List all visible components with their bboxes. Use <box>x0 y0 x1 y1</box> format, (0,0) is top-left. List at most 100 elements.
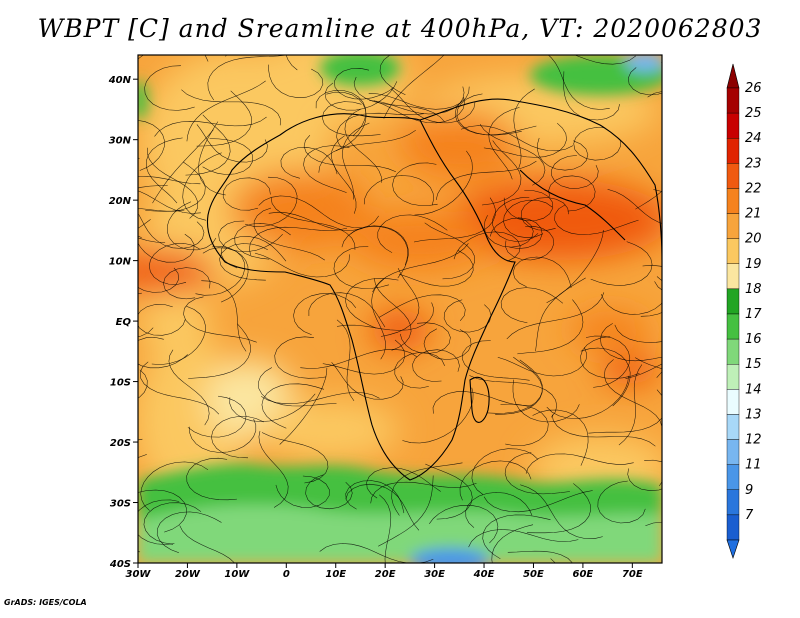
streamline <box>635 190 662 210</box>
lon-tick-label: 40E <box>473 569 495 580</box>
streamline <box>303 135 397 173</box>
lat-tick-label: 30S <box>110 499 131 510</box>
streamline <box>380 267 420 337</box>
streamline <box>653 189 662 192</box>
colorbar-label: 23 <box>745 156 762 171</box>
streamline <box>222 177 271 211</box>
streamline <box>336 112 424 149</box>
colorbar-swatch <box>726 414 740 440</box>
streamline <box>345 278 399 329</box>
colorbar-swatch <box>726 439 740 465</box>
colorbar-swatch <box>726 514 740 541</box>
streamline <box>507 550 573 563</box>
streamline <box>140 461 209 511</box>
coastlines <box>206 98 662 481</box>
lon-tick-label: 70E <box>622 569 643 580</box>
lon-tick-label: 0 <box>283 569 290 580</box>
streamline <box>187 395 247 438</box>
streamline <box>391 462 463 516</box>
lat-tick-label: 20S <box>110 438 131 449</box>
streamline <box>532 409 589 466</box>
streamline <box>618 364 643 446</box>
colorbar-label: 18 <box>745 282 762 297</box>
streamline <box>139 361 220 415</box>
colorbar-swatch <box>726 238 740 264</box>
streamline <box>234 223 291 260</box>
streamline <box>147 147 198 219</box>
colorbar-swatch <box>726 263 740 290</box>
streamline <box>254 252 350 278</box>
streamline <box>138 369 148 399</box>
streamline <box>372 243 469 293</box>
streamline <box>334 68 395 100</box>
streamline <box>424 222 475 280</box>
streamline <box>504 452 570 495</box>
streamline <box>497 347 587 377</box>
streamline <box>202 138 253 175</box>
streamline <box>342 122 370 200</box>
map-frame <box>137 54 663 564</box>
streamline <box>412 349 460 382</box>
streamline <box>453 231 521 262</box>
streamline <box>229 393 316 422</box>
streamline <box>471 448 539 495</box>
streamline <box>512 256 572 288</box>
streamline <box>344 108 382 183</box>
streamline <box>377 214 448 253</box>
streamline <box>138 235 142 239</box>
streamline <box>219 243 268 281</box>
streamline <box>138 454 147 458</box>
streamline <box>492 197 539 242</box>
streamline <box>185 114 231 176</box>
streamline <box>261 432 329 484</box>
lat-tick-label: 20N <box>109 196 132 207</box>
colorbar-label: 21 <box>745 207 762 222</box>
streamline <box>604 359 662 427</box>
colorbar-label: 9 <box>745 483 753 498</box>
streamline <box>554 204 639 235</box>
streamline <box>186 457 237 501</box>
colorbar-label: 20 <box>745 232 762 247</box>
streamline <box>551 155 599 189</box>
streamline <box>459 460 532 501</box>
streamline <box>640 264 662 317</box>
streamline <box>319 543 434 563</box>
streamline <box>520 197 569 231</box>
streamline <box>435 160 537 200</box>
streamline <box>336 302 434 331</box>
streamline <box>315 90 367 137</box>
colorbar-swatch <box>726 464 740 490</box>
streamline <box>635 357 662 370</box>
streamline <box>163 267 211 300</box>
streamline <box>392 162 438 206</box>
streamline <box>303 145 350 193</box>
lon-tick-label: 10W <box>224 569 250 580</box>
streamline <box>563 71 620 121</box>
streamline <box>468 529 579 548</box>
streamline <box>506 292 605 340</box>
colorbar-bottom-arrow <box>726 539 740 559</box>
streamline <box>378 294 466 321</box>
streamline <box>379 55 406 96</box>
lon-tick-label: 20W <box>175 569 201 580</box>
lat-tick-label: 10S <box>110 378 131 389</box>
streamline <box>573 127 621 161</box>
streamline <box>513 88 535 169</box>
latitude-axis: 40N 30N 20N 10N EQ 10S 20S 30S 40S <box>108 75 138 570</box>
streamline <box>341 226 409 266</box>
streamline <box>258 430 289 508</box>
streamline <box>597 480 646 524</box>
streamline <box>378 475 434 547</box>
colorbar-swatch <box>726 489 740 516</box>
streamline <box>138 237 166 243</box>
streamline <box>144 65 195 111</box>
colorbar-swatch <box>726 213 740 239</box>
streamline <box>454 98 537 136</box>
lon-tick-label: 30W <box>126 569 152 580</box>
streamline <box>138 499 180 545</box>
streamline <box>138 120 165 171</box>
streamline <box>521 55 636 65</box>
streamline <box>345 483 420 531</box>
streamline <box>138 190 201 214</box>
